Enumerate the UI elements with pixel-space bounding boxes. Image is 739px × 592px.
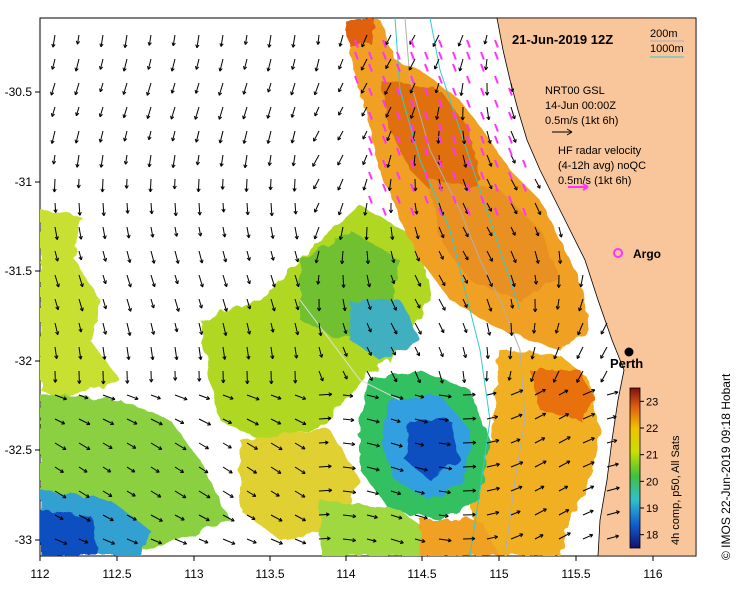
x-tick-label: 113.5: [255, 567, 284, 581]
colorbar-ticks: 23 22 21 20 19 18: [640, 396, 658, 542]
hf-label-1: HF radar velocity: [558, 145, 642, 157]
x-tick-label: 112: [30, 567, 49, 581]
x-tick-label: 112.5: [102, 567, 131, 581]
hf-label-3: 0.5m/s (1kt 6h): [558, 175, 631, 187]
nrt-scale-arrow: [552, 128, 573, 136]
y-tick-label: -32.5: [5, 443, 33, 457]
perth-marker-icon: [624, 347, 634, 357]
y-tick-label: -30.5: [5, 85, 33, 99]
nrt-label-1: NRT00 GSL: [545, 85, 605, 97]
hf-radar-arrows: [354, 39, 527, 216]
x-tick-label: 115: [489, 567, 508, 581]
y-axis-ticks: -30.5 -31 -31.5 -32 -32.5 -33: [5, 85, 40, 547]
perth-label: Perth: [610, 356, 643, 371]
x-tick-label: 113: [184, 567, 203, 581]
credit-text: © IMOS 22-Jun-2019 09:18 Hobart: [719, 373, 733, 560]
argo-marker-icon: [613, 248, 623, 258]
y-tick-label: -31: [15, 175, 33, 189]
hf-label-2: (4-12h avg) noQC: [558, 160, 646, 172]
colorbar: [629, 387, 641, 549]
land-mass: [496, 18, 696, 556]
y-tick-label: -33: [15, 533, 33, 547]
colorbar-tick-label: 19: [646, 503, 658, 515]
colorbar-tick-label: 20: [646, 476, 658, 488]
y-tick-label: -31.5: [5, 264, 33, 278]
model-velocity-arrows: [50, 34, 620, 545]
nrt-label-2: 14-Jun 00:00Z: [545, 100, 616, 112]
colorbar-tick-label: 22: [646, 423, 658, 435]
colorbar-tick-label: 21: [646, 450, 658, 462]
colorbar-tick-label: 18: [646, 530, 658, 542]
contour-legend-200m: 200m: [650, 28, 678, 40]
x-tick-label: 115.5: [561, 567, 590, 581]
y-tick-label: -32: [15, 354, 33, 368]
sst-field: [40, 20, 600, 556]
nrt-label-3: 0.5m/s (1kt 6h): [545, 115, 618, 127]
x-tick-label: 114: [336, 567, 355, 581]
x-tick-label: 114.5: [407, 567, 436, 581]
hf-scale-arrow: [568, 183, 589, 191]
x-axis-ticks: 112 112.5 113 113.5 114 114.5 115 115.5 116: [30, 556, 663, 581]
x-tick-label: 116: [643, 567, 662, 581]
colorbar-tick-label: 23: [646, 396, 658, 408]
date-label: 21-Jun-2019 12Z: [512, 32, 613, 47]
argo-label: Argo: [633, 247, 661, 261]
colorbar-title: 4h comp, p50, All Sats: [670, 435, 682, 545]
contour-legend-1000m: 1000m: [650, 43, 684, 55]
